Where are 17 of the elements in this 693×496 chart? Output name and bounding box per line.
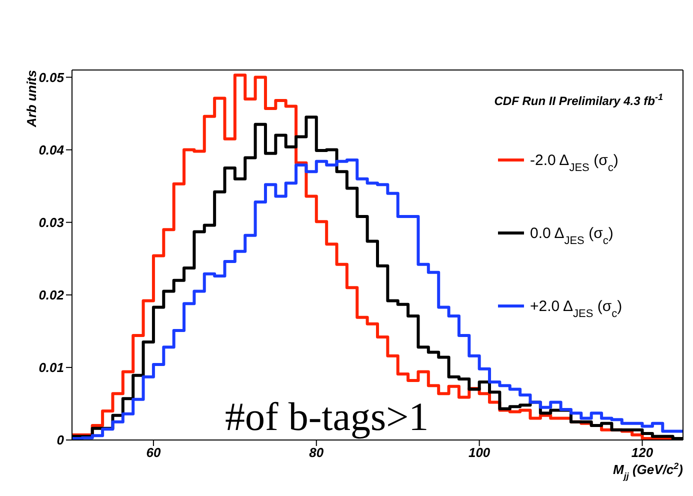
y-tick-label: 0.01 <box>38 360 64 376</box>
y-tick-label: 0.04 <box>38 142 65 158</box>
y-tick-label: 0.05 <box>38 70 65 85</box>
annotation: CDF Run II Prelimilary 4.3 fb$^{-1}$ <box>494 92 663 108</box>
annotation: #of b-tags>1 <box>225 394 429 439</box>
x-tick-label: 100 <box>468 445 491 460</box>
x-tick-label: 120 <box>631 445 654 460</box>
x-axis-title: M$_{jj}$ (GeV/c$^{2}$) <box>612 461 683 481</box>
x-tick-label: 60 <box>146 445 162 460</box>
y-axis-title: Arb units <box>24 70 39 128</box>
y-tick-label: 0 <box>56 432 65 448</box>
legend-label: 0.0 Δ$_{JES}$ (σ$_{c}$) <box>530 225 614 247</box>
y-tick-label: 0.02 <box>38 288 65 303</box>
y-tick-label: 0.03 <box>38 214 65 230</box>
legend-label: +2.0 Δ$_{JES}$ (σ$_{c}$) <box>530 298 622 320</box>
x-tick-label: 80 <box>309 445 324 460</box>
legend-label: -2.0 Δ$_{JES}$ (σ$_{c}$) <box>530 152 618 174</box>
